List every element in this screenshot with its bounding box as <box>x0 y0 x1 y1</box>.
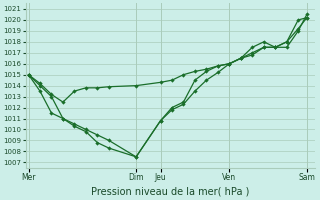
X-axis label: Pression niveau de la mer( hPa ): Pression niveau de la mer( hPa ) <box>92 187 250 197</box>
